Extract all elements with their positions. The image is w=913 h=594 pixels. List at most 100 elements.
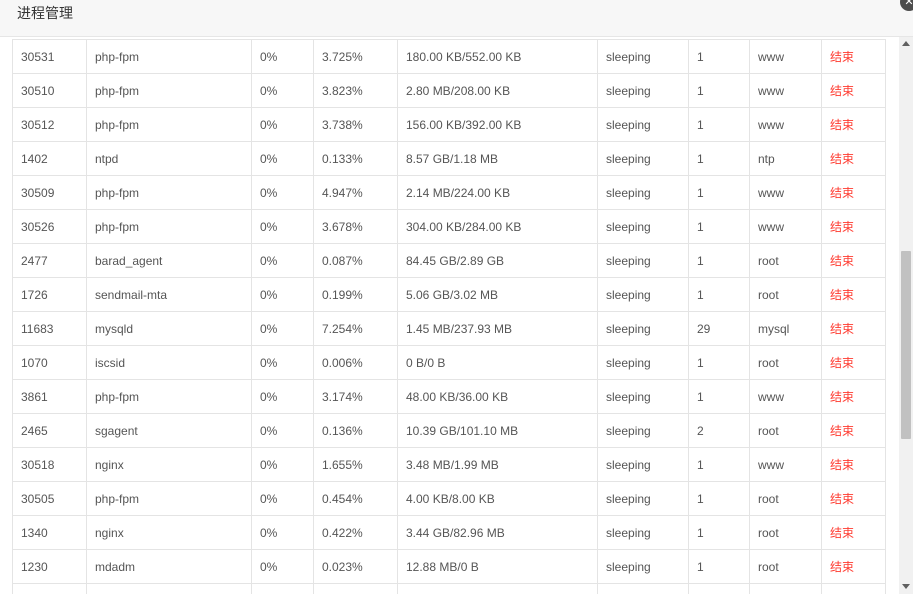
- io-read-write-cell: 12.88 MB/0 B: [397, 549, 598, 584]
- close-icon[interactable]: ✕: [900, 0, 913, 11]
- kill-process-link[interactable]: 结束: [821, 141, 886, 176]
- process-name-cell: iscsid: [86, 345, 252, 380]
- process-name-cell: sendmail-mta: [86, 277, 252, 312]
- process-name-cell: php-fpm: [86, 481, 252, 516]
- status-cell: [597, 583, 689, 594]
- process-row: 2477 barad_agent 0% 0.087% 84.45 GB/2.89 GB s…: [12, 243, 886, 278]
- threads-cell: 1: [688, 73, 750, 108]
- memory-usage-cell: 3.725%: [313, 39, 398, 74]
- process-name-cell: barad_agent: [86, 243, 252, 278]
- kill-process-link[interactable]: 结束: [821, 243, 886, 278]
- pid-cell: 30509: [12, 175, 87, 210]
- memory-usage-cell: 0.087%: [313, 243, 398, 278]
- io-read-write-cell: 156.00 KB/392.00 KB: [397, 107, 598, 142]
- cpu-usage-cell: 0%: [251, 73, 314, 108]
- cpu-usage-cell: 0%: [251, 515, 314, 550]
- kill-process-link[interactable]: 结束: [821, 481, 886, 516]
- user-cell: www: [749, 209, 822, 244]
- status-cell: sleeping: [597, 73, 689, 108]
- pid-cell: 2465: [12, 413, 87, 448]
- kill-process-link[interactable]: 结束: [821, 39, 886, 74]
- cpu-usage-cell: 0%: [251, 243, 314, 278]
- scroll-down-arrow-icon[interactable]: [902, 584, 910, 589]
- user-cell: mysql: [749, 311, 822, 346]
- process-name-cell: ntpd: [86, 141, 252, 176]
- status-cell: sleeping: [597, 277, 689, 312]
- io-read-write-cell: 10.39 GB/101.10 MB: [397, 413, 598, 448]
- memory-usage-cell: 0.023%: [313, 549, 398, 584]
- status-cell: sleeping: [597, 413, 689, 448]
- threads-cell: 1: [688, 447, 750, 482]
- process-row: 30526 php-fpm 0% 3.678% 304.00 KB/284.00 KB s…: [12, 209, 886, 244]
- cpu-usage-cell: 0%: [251, 413, 314, 448]
- process-name-cell: mdadm: [86, 549, 252, 584]
- cpu-usage-cell: 0%: [251, 107, 314, 142]
- scrollbar-thumb[interactable]: [901, 251, 911, 439]
- kill-process-link[interactable]: 结束: [821, 311, 886, 346]
- kill-process-link[interactable]: 结束: [821, 515, 886, 550]
- status-cell: sleeping: [597, 209, 689, 244]
- kill-process-link[interactable]: 结束: [821, 175, 886, 210]
- threads-cell: [688, 583, 750, 594]
- user-cell: root: [749, 481, 822, 516]
- cpu-usage-cell: 0%: [251, 39, 314, 74]
- io-read-write-cell: 304.00 KB/284.00 KB: [397, 209, 598, 244]
- cpu-usage-cell: 0%: [251, 549, 314, 584]
- kill-process-link[interactable]: 结束: [821, 447, 886, 482]
- kill-process-link[interactable]: 结束: [821, 277, 886, 312]
- process-table: 30531 php-fpm 0% 3.725% 180.00 KB/552.00 KB s…: [12, 39, 886, 594]
- pid-cell: 30518: [12, 447, 87, 482]
- process-row: 1340 nginx 0% 0.422% 3.44 GB/82.96 MB sleepin…: [12, 515, 886, 550]
- kill-process-link[interactable]: 结束: [821, 379, 886, 414]
- kill-process-link[interactable]: 结束: [821, 73, 886, 108]
- process-name-cell: php-fpm: [86, 73, 252, 108]
- cpu-usage-cell: 0%: [251, 175, 314, 210]
- process-name-cell: nginx: [86, 515, 252, 550]
- user-cell: root: [749, 549, 822, 584]
- process-row: 30505 php-fpm 0% 0.454% 4.00 KB/8.00 KB sleep…: [12, 481, 886, 516]
- pid-cell: 2477: [12, 243, 87, 278]
- user-cell: www: [749, 73, 822, 108]
- process-row: 2465 sgagent 0% 0.136% 10.39 GB/101.10 MB sle…: [12, 413, 886, 448]
- threads-cell: 1: [688, 379, 750, 414]
- status-cell: sleeping: [597, 311, 689, 346]
- io-read-write-cell: 2.80 MB/208.00 KB: [397, 73, 598, 108]
- user-cell: www: [749, 107, 822, 142]
- kill-process-link[interactable]: 结束: [821, 345, 886, 380]
- scroll-up-arrow-icon[interactable]: [902, 41, 910, 46]
- process-row: 3861 php-fpm 0% 3.174% 48.00 KB/36.00 KB slee…: [12, 379, 886, 414]
- kill-process-link[interactable]: 结束: [821, 209, 886, 244]
- process-row: 1402 ntpd 0% 0.133% 8.57 GB/1.18 MB sleeping 1…: [12, 141, 886, 176]
- vertical-scrollbar[interactable]: [899, 37, 913, 594]
- threads-cell: 1: [688, 175, 750, 210]
- process-row: 11683 mysqld 0% 7.254% 1.45 MB/237.93 MB slee…: [12, 311, 886, 346]
- cpu-usage-cell: 0%: [251, 481, 314, 516]
- memory-usage-cell: 1.655%: [313, 447, 398, 482]
- kill-process-link[interactable]: 结束: [821, 583, 886, 594]
- user-cell: www: [749, 379, 822, 414]
- status-cell: sleeping: [597, 379, 689, 414]
- process-row: 30518 nginx 0% 1.655% 3.48 MB/1.99 MB sleepin…: [12, 447, 886, 482]
- threads-cell: 1: [688, 515, 750, 550]
- pid-cell: 11683: [12, 311, 87, 346]
- kill-process-link[interactable]: 结束: [821, 549, 886, 584]
- memory-usage-cell: 7.254%: [313, 311, 398, 346]
- status-cell: sleeping: [597, 515, 689, 550]
- io-read-write-cell: 0 B/0 B: [397, 345, 598, 380]
- status-cell: sleeping: [597, 481, 689, 516]
- io-read-write-cell: 4.00 KB/8.00 KB: [397, 481, 598, 516]
- threads-cell: 1: [688, 481, 750, 516]
- process-name-cell: php-fpm: [86, 379, 252, 414]
- user-cell: www: [749, 175, 822, 210]
- threads-cell: 1: [688, 107, 750, 142]
- pid-cell: 30505: [12, 481, 87, 516]
- dialog-title: 进程管理: [17, 6, 73, 22]
- kill-process-link[interactable]: 结束: [821, 413, 886, 448]
- kill-process-link[interactable]: 结束: [821, 107, 886, 142]
- threads-cell: 1: [688, 243, 750, 278]
- memory-usage-cell: 0.422%: [313, 515, 398, 550]
- cpu-usage-cell: 0%: [251, 277, 314, 312]
- pid-cell: 1402: [12, 141, 87, 176]
- io-read-write-cell: 3.44 GB/82.96 MB: [397, 515, 598, 550]
